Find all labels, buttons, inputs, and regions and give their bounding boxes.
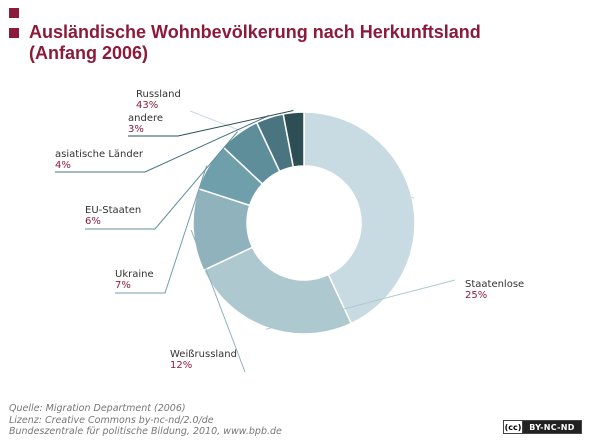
cc-license-text: BY-NC-ND <box>523 421 581 433</box>
license-line: Lizenz: Creative Commons by-nc-nd/2.0/de <box>9 414 214 426</box>
label-andere: andere <box>128 113 163 124</box>
value-label-weissrussland: 12% <box>170 360 192 371</box>
cc-license-badge[interactable]: (cc) BY-NC-ND <box>503 420 582 434</box>
slice-andere <box>282 111 305 168</box>
value-label-ukraine: 7% <box>115 280 131 291</box>
chart-title: Ausländische Wohnbevölkerung nach Herkun… <box>29 22 569 64</box>
leader-line-ukraine <box>115 165 208 294</box>
label-russland: Russland <box>136 89 181 100</box>
source-note: Quelle: Migration Department (2006) Lize… <box>9 403 282 438</box>
value-label-staatenlose: 25% <box>465 290 487 301</box>
leader-line-staatenlose <box>265 279 456 330</box>
cc-icon: (cc) <box>504 421 523 433</box>
value-label-asiatische-laender: 4% <box>55 160 71 171</box>
slice-staatenlose <box>202 246 353 335</box>
leader-line-weissrussland <box>190 229 246 373</box>
slice-russland <box>303 111 416 325</box>
label-weissrussland: Weißrussland <box>170 349 237 360</box>
publisher-line: Bundeszentrale für politische Bildung, 2… <box>9 426 282 437</box>
leader-line-eu-staaten <box>85 131 238 230</box>
label-eu-staaten: EU-Staaten <box>85 205 141 216</box>
value-label-andere: 3% <box>128 124 144 135</box>
source-line: Quelle: Migration Department (2006) <box>9 403 186 414</box>
leader-line-andere <box>128 110 294 137</box>
chart-title-line1: Ausländische Wohnbevölkerung nach Herkun… <box>29 22 481 42</box>
leader-line-asiatische-laender <box>55 115 270 173</box>
value-label-eu-staaten: 6% <box>85 216 101 227</box>
chart-title-line2: (Anfang 2006) <box>29 43 149 63</box>
label-ukraine: Ukraine <box>115 269 154 280</box>
title-bullet-top <box>9 8 19 18</box>
title-bullet <box>9 28 19 38</box>
value-label-russland: 43% <box>136 100 158 111</box>
label-asiatische-laender: asiatische Länder <box>55 149 144 160</box>
label-staatenlose: Staatenlose <box>465 279 524 290</box>
